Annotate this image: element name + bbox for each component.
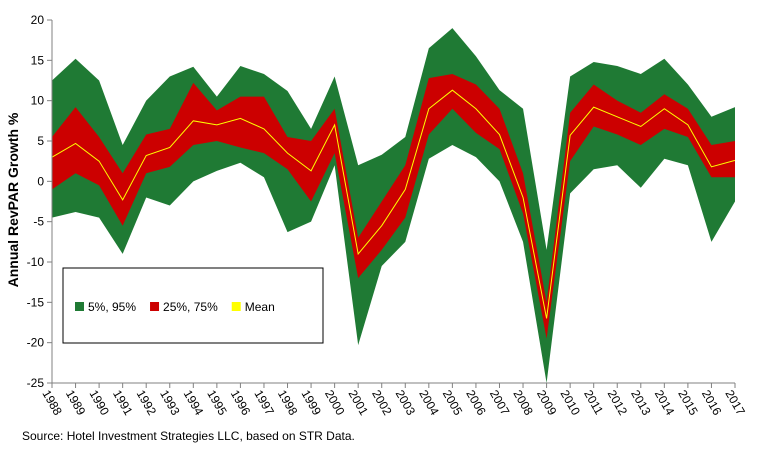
legend-swatch (150, 302, 160, 311)
x-tick-label: 2002 (369, 388, 395, 418)
legend-label: 25%, 75% (163, 300, 218, 314)
x-tick-label: 1993 (157, 388, 183, 418)
band (52, 74, 735, 339)
x-tick-label: 1994 (181, 388, 207, 418)
x-tick-label: 2001 (346, 388, 372, 418)
y-tick-label: -5 (33, 215, 44, 229)
x-tick-label: 2012 (605, 388, 631, 418)
x-tick-label: 2011 (581, 388, 606, 418)
x-tick-label: 2008 (510, 388, 536, 418)
x-tick-label: 1991 (110, 388, 136, 418)
y-tick-label: -20 (27, 336, 45, 350)
x-tick-label: 2009 (534, 388, 560, 418)
y-tick-label: -15 (27, 295, 45, 309)
source-note: Source: Hotel Investment Strategies LLC,… (22, 429, 355, 443)
x-tick-label: 2000 (322, 388, 348, 418)
x-tick-label: 2010 (558, 388, 584, 418)
x-tick-label: 2014 (652, 388, 678, 418)
y-tick-label: 20 (31, 13, 45, 27)
x-tick-label: 2016 (699, 388, 725, 418)
x-tick-label: 2004 (416, 388, 442, 418)
x-tick-label: 2017 (722, 388, 748, 418)
legend-label: Mean (245, 300, 275, 314)
y-tick-label: 0 (37, 174, 44, 188)
y-tick-label: 10 (31, 94, 45, 108)
x-tick-label: 1997 (251, 388, 277, 418)
x-tick-label: 1995 (204, 388, 230, 418)
legend-box (62, 267, 324, 344)
x-tick-label: 1998 (275, 388, 301, 418)
x-tick-label: 2003 (393, 388, 419, 418)
legend-label: 5%, 95% (88, 300, 136, 314)
y-tick-label: -25 (27, 376, 45, 390)
y-tick-label: 5 (37, 134, 44, 148)
x-tick-label: 2006 (463, 388, 489, 418)
x-tick-label: 2013 (628, 388, 654, 418)
y-tick-label: 15 (31, 53, 45, 67)
legend-swatch (231, 302, 241, 311)
x-tick-label: 1990 (87, 388, 113, 418)
y-tick-label: -10 (27, 255, 45, 269)
x-tick-label: 1989 (63, 388, 89, 418)
x-tick-label: 1992 (134, 388, 160, 418)
x-tick-label: 2007 (487, 388, 513, 418)
x-tick-label: 2005 (440, 388, 466, 418)
legend-swatch (75, 302, 84, 311)
x-tick-label: 1996 (228, 388, 254, 418)
x-tick-label: 1988 (39, 388, 65, 418)
x-tick-label: 1999 (298, 388, 324, 418)
x-tick-label: 2015 (675, 388, 701, 418)
y-axis-title: Annual RevPAR Growth % (5, 112, 21, 287)
mean-line (51, 89, 736, 319)
